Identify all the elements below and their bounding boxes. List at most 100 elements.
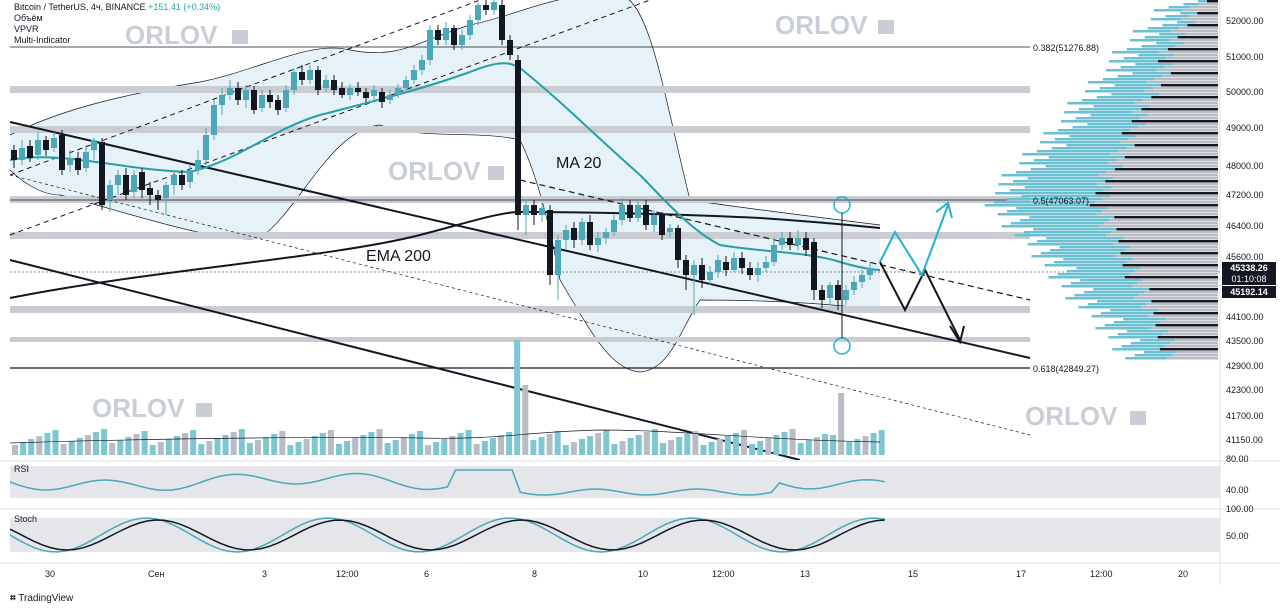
volume-bar — [635, 435, 642, 455]
volume-bar — [101, 429, 108, 455]
indicator-multi[interactable]: Multi-Indicator — [14, 35, 71, 45]
svg-text:6: 6 — [424, 569, 429, 579]
vpvr-bar-up — [1143, 351, 1178, 354]
vpvr-bar-down — [1134, 297, 1218, 300]
vpvr-bar-down — [1137, 282, 1218, 285]
rsi-label[interactable]: RSI — [14, 464, 30, 474]
vpvr-bar-down — [1147, 114, 1218, 117]
candle-body — [579, 222, 585, 240]
vpvr-bar-up — [1019, 162, 1109, 165]
candle-body — [555, 240, 561, 275]
vpvr-bar-down — [1144, 291, 1218, 294]
vpvr-bar-up — [1061, 120, 1132, 123]
vpvr-bar-up — [1023, 231, 1112, 234]
vpvr-bar-up — [1099, 87, 1153, 90]
vpvr-bar-up — [1053, 261, 1128, 264]
svg-text:20: 20 — [1178, 569, 1188, 579]
volume-profile — [984, 0, 1218, 360]
vpvr-bar-down — [1164, 66, 1218, 69]
volume-bar — [384, 443, 391, 455]
volume-bar — [344, 441, 351, 455]
vpvr-bar-down — [1151, 300, 1218, 303]
volume-bar — [93, 432, 99, 455]
indicator-volume[interactable]: Объём — [14, 13, 43, 23]
candle-body — [811, 242, 817, 290]
volume-bar — [425, 445, 432, 455]
candle-body — [659, 215, 665, 235]
time-axis[interactable]: 30 Сен 3 12:00 6 8 10 12:00 13 15 17 12:… — [45, 569, 1188, 579]
vpvr-bar-up — [1198, 0, 1207, 3]
vpvr-bar-up — [1133, 30, 1172, 33]
price-axis-label: 44100.00 — [1226, 312, 1264, 322]
stoch-label[interactable]: Stoch — [14, 514, 38, 524]
svg-text:12:00: 12:00 — [712, 569, 735, 579]
vpvr-bar-up — [1001, 174, 1099, 177]
vpvr-bar-down — [1174, 54, 1218, 57]
vpvr-bar-up — [1141, 45, 1176, 48]
volume-bar — [854, 439, 861, 455]
volume-bar — [611, 444, 618, 455]
volume-bar — [498, 435, 504, 455]
volume-bar — [724, 436, 731, 455]
vpvr-bar-up — [1096, 96, 1152, 99]
volume-bar — [838, 393, 845, 455]
price-axis-label: 48000.00 — [1226, 161, 1264, 171]
vpvr-bar-down — [1187, 24, 1218, 27]
vpvr-bar-up — [1083, 291, 1145, 294]
volume-bar — [319, 433, 326, 455]
vpvr-bar-down — [1130, 246, 1218, 249]
indicator-vpvr[interactable]: VPVR — [14, 24, 39, 34]
candle-body — [699, 265, 705, 280]
vpvr-bar-down — [1156, 69, 1218, 72]
vpvr-bar-up — [1108, 336, 1158, 339]
vpvr-bar-up — [1054, 138, 1129, 141]
fib-0382-label: 0.382(51276.88) — [1033, 43, 1099, 53]
price-axis[interactable]: 52000.00 51000.00 50000.00 49000.00 48000.00… — [1226, 16, 1264, 445]
volume-bar — [327, 430, 334, 455]
candle-body — [827, 285, 833, 298]
volume-bar — [530, 440, 537, 455]
vpvr-bar-up — [1013, 180, 1106, 183]
volume-bar — [595, 433, 602, 455]
fib-0618-label: 0.618(42849.27) — [1033, 364, 1099, 374]
vpvr-bar-up — [1009, 189, 1104, 192]
symbol-header[interactable]: Bitcoin / TetherUS, 4ч, BINANCE +151.41 … — [14, 2, 220, 13]
volume-bar — [562, 445, 569, 455]
vpvr-bar-up — [1033, 159, 1117, 162]
price-axis-label: 51000.00 — [1226, 52, 1264, 62]
candle-body — [387, 95, 393, 100]
price-axis-label: 45600.00 — [1226, 252, 1264, 262]
volume-bar — [36, 436, 43, 455]
vpvr-bar-down — [1109, 219, 1218, 222]
vpvr-bar-down — [1124, 156, 1218, 159]
vpvr-bar-up — [1093, 288, 1150, 291]
candle-body — [507, 40, 513, 55]
vpvr-bar-up — [1030, 168, 1116, 171]
candle-body — [787, 238, 793, 245]
volume-bar — [822, 434, 828, 455]
candle-body — [299, 72, 305, 80]
tradingview-logo[interactable]: ⌗ TradingView — [10, 593, 73, 604]
vpvr-bar-up — [1037, 240, 1119, 243]
vpvr-bar-down — [1195, 21, 1218, 24]
volume-bar — [765, 438, 772, 455]
vpvr-bar-down — [1097, 183, 1218, 186]
volume-bar — [206, 441, 213, 455]
vpvr-bar-down — [1138, 126, 1218, 129]
vpvr-bar-up — [1085, 90, 1145, 93]
volume-bar — [627, 438, 634, 455]
vpvr-bar-up — [1104, 324, 1156, 327]
candle-body — [403, 80, 409, 88]
candle-body — [203, 135, 209, 160]
vpvr-bar-down — [1109, 195, 1218, 198]
volume-bar — [44, 433, 51, 455]
ema200-line — [9, 210, 881, 299]
candle-body — [315, 70, 321, 90]
candle-body — [459, 35, 465, 45]
volume-bar — [781, 432, 788, 455]
volume-bar — [28, 439, 35, 455]
volume-bar — [546, 434, 553, 455]
vpvr-bar-up — [1075, 117, 1140, 120]
volume-bar — [603, 430, 610, 455]
